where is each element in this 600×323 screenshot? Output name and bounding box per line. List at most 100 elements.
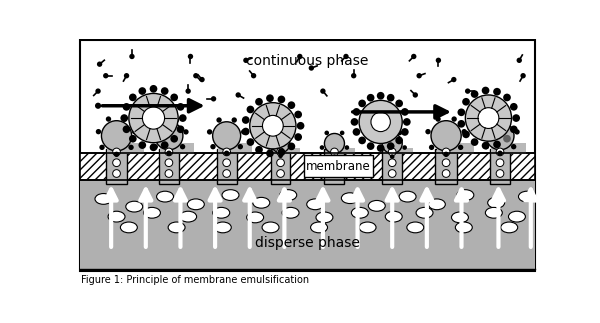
Circle shape xyxy=(503,94,511,101)
Bar xyxy=(106,149,127,183)
Ellipse shape xyxy=(508,211,526,222)
Ellipse shape xyxy=(187,199,205,210)
Circle shape xyxy=(482,87,490,94)
Circle shape xyxy=(442,148,450,156)
Circle shape xyxy=(480,129,485,135)
Circle shape xyxy=(395,99,403,107)
Ellipse shape xyxy=(214,222,231,233)
Circle shape xyxy=(96,129,101,134)
Circle shape xyxy=(482,142,490,150)
Circle shape xyxy=(425,129,431,134)
Circle shape xyxy=(176,103,184,111)
Circle shape xyxy=(236,92,241,98)
Ellipse shape xyxy=(457,190,474,201)
Circle shape xyxy=(124,73,129,78)
Circle shape xyxy=(193,73,199,78)
Circle shape xyxy=(416,73,422,78)
Circle shape xyxy=(170,135,178,143)
Circle shape xyxy=(129,93,178,143)
Circle shape xyxy=(344,145,349,150)
Circle shape xyxy=(297,122,304,130)
Circle shape xyxy=(232,117,237,123)
Circle shape xyxy=(353,128,361,136)
Circle shape xyxy=(179,114,187,122)
Circle shape xyxy=(113,170,121,177)
Circle shape xyxy=(211,96,216,101)
Circle shape xyxy=(170,94,178,101)
Circle shape xyxy=(514,129,520,135)
Circle shape xyxy=(403,145,407,150)
Ellipse shape xyxy=(253,197,270,208)
Circle shape xyxy=(286,131,290,136)
Circle shape xyxy=(223,159,230,167)
Bar xyxy=(217,149,236,183)
Circle shape xyxy=(295,111,302,118)
Circle shape xyxy=(377,145,382,150)
Bar xyxy=(274,148,300,154)
Circle shape xyxy=(510,126,518,133)
Text: membrane: membrane xyxy=(306,160,371,173)
Ellipse shape xyxy=(399,191,416,202)
Circle shape xyxy=(223,170,230,177)
Circle shape xyxy=(462,98,470,106)
Circle shape xyxy=(165,159,173,167)
Circle shape xyxy=(388,148,396,156)
Bar xyxy=(80,180,535,269)
Bar xyxy=(382,149,402,183)
Ellipse shape xyxy=(488,197,505,208)
Circle shape xyxy=(122,116,127,122)
Bar xyxy=(385,148,413,154)
Bar xyxy=(490,149,510,183)
Circle shape xyxy=(242,116,250,124)
Circle shape xyxy=(471,90,478,98)
Circle shape xyxy=(114,151,119,157)
Circle shape xyxy=(278,96,285,103)
Circle shape xyxy=(496,148,504,156)
Circle shape xyxy=(271,131,275,136)
Circle shape xyxy=(165,170,173,177)
Circle shape xyxy=(149,85,157,93)
Bar xyxy=(271,149,290,183)
Circle shape xyxy=(100,145,105,150)
Ellipse shape xyxy=(307,199,323,210)
Circle shape xyxy=(207,129,212,135)
Circle shape xyxy=(484,144,489,149)
Circle shape xyxy=(139,87,146,95)
Circle shape xyxy=(367,142,374,150)
Circle shape xyxy=(97,61,102,67)
Circle shape xyxy=(95,89,101,94)
Circle shape xyxy=(325,130,329,135)
Circle shape xyxy=(241,129,247,135)
Circle shape xyxy=(295,133,302,141)
Ellipse shape xyxy=(213,207,230,218)
Ellipse shape xyxy=(485,207,502,218)
Circle shape xyxy=(250,103,296,149)
Circle shape xyxy=(458,145,463,150)
Bar xyxy=(436,149,457,183)
Ellipse shape xyxy=(385,211,402,222)
Circle shape xyxy=(496,159,504,167)
Circle shape xyxy=(331,159,338,167)
Circle shape xyxy=(382,130,387,135)
Circle shape xyxy=(411,54,416,59)
Circle shape xyxy=(132,129,137,134)
Circle shape xyxy=(371,112,391,131)
Circle shape xyxy=(278,148,285,156)
Circle shape xyxy=(262,115,283,136)
Bar xyxy=(304,155,373,177)
Circle shape xyxy=(277,170,284,177)
Bar xyxy=(218,143,252,154)
Circle shape xyxy=(413,92,418,98)
Circle shape xyxy=(462,130,470,138)
Circle shape xyxy=(451,77,457,82)
Circle shape xyxy=(128,145,134,150)
Circle shape xyxy=(493,141,501,148)
Circle shape xyxy=(510,103,518,111)
Circle shape xyxy=(390,154,395,159)
Ellipse shape xyxy=(501,222,518,233)
Circle shape xyxy=(247,106,254,113)
Circle shape xyxy=(103,73,109,78)
Circle shape xyxy=(340,130,344,135)
Circle shape xyxy=(212,122,241,150)
Circle shape xyxy=(139,141,146,149)
